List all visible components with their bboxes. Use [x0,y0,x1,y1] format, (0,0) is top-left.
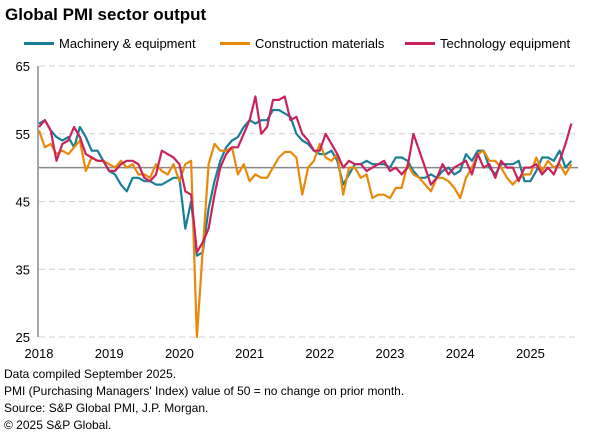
legend-label: Construction materials [255,36,385,51]
legend-item-machinery: Machinery & equipment [24,36,196,51]
series-line-technology [38,95,573,254]
y-tick-label: 35 [16,262,30,277]
y-tick-label: 65 [16,59,30,74]
note-pmi: PMI (Purchasing Managers' Index) value o… [4,384,405,398]
x-tick-label: 2025 [516,346,545,361]
x-tick-label: 2024 [446,346,475,361]
chart-title: Global PMI sector output [5,5,207,24]
y-tick-label: 45 [16,195,30,210]
legend-label: Machinery & equipment [59,36,196,51]
x-tick-label: 2023 [376,346,405,361]
x-tick-label: 2019 [95,346,124,361]
series-line-construction [37,130,573,339]
x-tick-label: 2022 [305,346,334,361]
x-tick-label: 2020 [165,346,194,361]
legend-swatch [24,42,54,45]
footnotes: Data compiled September 2025. PMI (Purch… [4,366,404,434]
legend-swatch [405,42,435,45]
note-compiled: Data compiled September 2025. [4,367,177,381]
legend-label: Technology equipment [440,36,571,51]
x-tick-label: 2018 [25,346,54,361]
legend-item-technology: Technology equipment [405,36,570,51]
legend-swatch [220,42,250,45]
y-tick-label: 25 [16,330,30,345]
note-source: Source: S&P Global PMI, J.P. Morgan. [4,401,209,415]
legend-item-construction: Construction materials [220,36,384,51]
y-tick-label: 55 [16,127,30,142]
note-copyright: © 2025 S&P Global. [4,418,112,432]
x-tick-label: 2021 [235,346,264,361]
